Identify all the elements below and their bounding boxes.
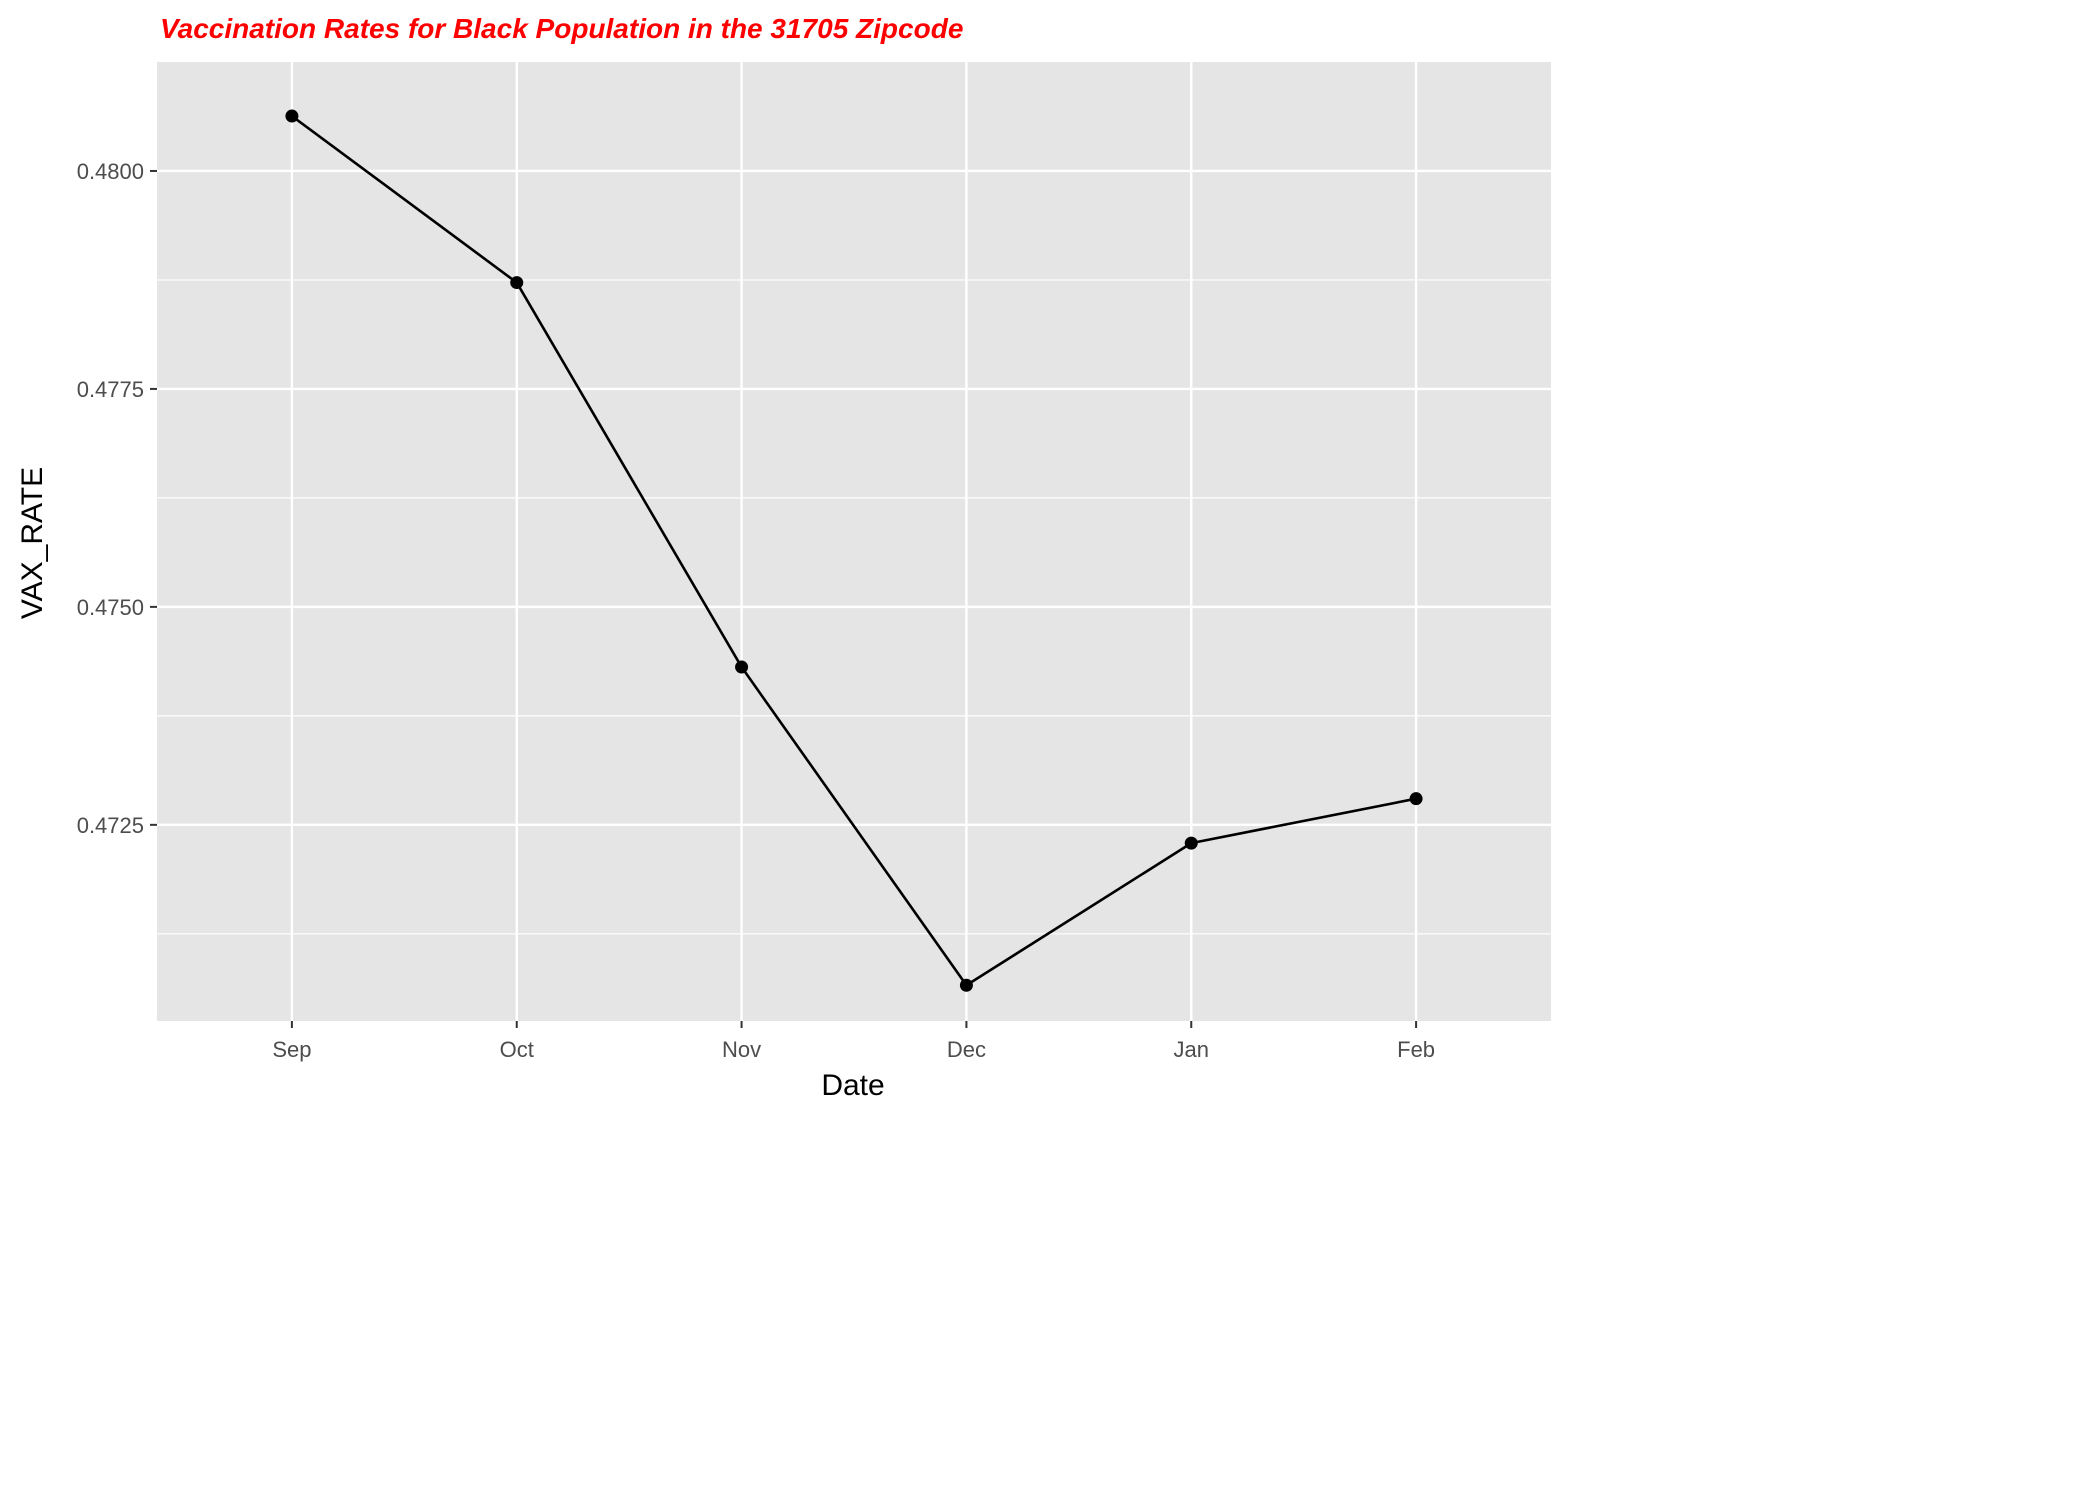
y-tick-label: 0.4750 [77,595,144,620]
axis-ticks [150,169,1418,1028]
x-tick-label: Oct [500,1037,534,1062]
data-point [959,978,973,992]
x-tick-label: Feb [1397,1037,1435,1062]
plot-panel [157,62,1551,1021]
x-tick-label: Sep [272,1037,311,1062]
data-point [510,276,524,290]
minor-gridlines [157,279,1551,935]
x-axis-tick-labels: Sep Oct Nov Dec Jan Feb [272,1037,1435,1062]
data-point [735,660,749,674]
x-axis-title: Date [821,1069,884,1102]
data-point [1184,836,1198,850]
series-line-group [291,115,1417,987]
y-tick-label: 0.4775 [77,377,144,402]
y-tick-label: 0.4800 [77,159,144,184]
chart-title: Vaccination Rates for Black Population i… [160,13,963,44]
chart-svg: Vaccination Rates for Black Population i… [16,13,1551,1102]
x-tick-label: Jan [1174,1037,1209,1062]
data-points [285,109,1423,992]
x-tick-label: Nov [722,1037,761,1062]
y-tick-label: 0.4725 [77,813,144,838]
x-tick-label: Dec [947,1037,986,1062]
data-point [285,109,299,123]
data-point [1409,792,1423,806]
y-axis-tick-labels: 0.4725 0.4750 0.4775 0.4800 [77,159,144,838]
y-axis-title: VAX_RATE [16,467,49,619]
series-line [291,115,1417,987]
